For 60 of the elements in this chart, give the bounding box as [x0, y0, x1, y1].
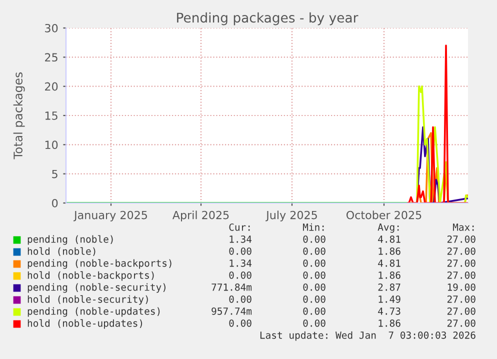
text: 0.00	[229, 271, 252, 279]
legend-label: pending (noble)	[28, 235, 113, 245]
text: 1.86	[378, 271, 400, 279]
x-tick-label: July 2025	[266, 210, 317, 222]
legend-label: hold (noble-updates)	[28, 319, 142, 329]
text: 27.00	[447, 271, 476, 279]
legend-label: hold (noble)	[28, 247, 96, 256]
text: 0.00	[229, 247, 252, 255]
text: 0.00	[303, 307, 326, 315]
y-tick-label: 15	[45, 112, 58, 120]
text: 957.74m	[212, 307, 252, 315]
text: Max:	[452, 224, 474, 231]
legend-label: hold (noble-backports)	[28, 271, 154, 281]
text: Avg:	[378, 224, 399, 233]
text: 0.00	[229, 319, 252, 327]
y-tick-label: 25	[45, 53, 58, 62]
text: 1.34	[230, 259, 252, 267]
line-series	[407, 44, 468, 203]
chart-title: Pending packages - by year	[177, 12, 358, 26]
text: 1.34	[230, 235, 252, 243]
y-tick-label: 0	[52, 198, 58, 208]
text: 1.86	[378, 247, 400, 255]
text: Cur:	[229, 223, 250, 231]
line-series	[407, 85, 468, 203]
x-tick-label: October 2025	[346, 210, 422, 220]
text: 0.00	[303, 319, 326, 327]
text: 4.73	[378, 307, 400, 315]
text: 27.00	[447, 295, 476, 303]
legend-label: pending (noble-security)	[28, 283, 166, 293]
text: 27.00	[447, 247, 476, 255]
y-tick-label: 20	[45, 82, 58, 91]
text: 27.00	[447, 235, 476, 243]
text: 2.87	[378, 283, 400, 291]
text: Last update: Wed Jan 7 03:00:03 2026	[260, 331, 476, 341]
text: 0.00	[303, 271, 326, 279]
y-tick-label: 30	[45, 24, 58, 32]
text: 0.00	[303, 295, 326, 303]
text: 27.00	[447, 259, 476, 267]
x-tick-label: January 2025	[73, 210, 147, 222]
text: 27.00	[447, 319, 476, 327]
legend-label: pending (noble-updates)	[28, 307, 160, 317]
text: 4.81	[378, 259, 400, 267]
text: 771.84m	[212, 283, 252, 291]
text: 0.00	[303, 283, 326, 291]
legend-label: pending (noble-backports)	[28, 259, 172, 269]
text: 0.00	[303, 247, 326, 255]
text: 0.00	[303, 259, 326, 267]
text: 27.00	[447, 307, 476, 315]
text: 1.49	[378, 295, 400, 303]
text: 19.00	[448, 283, 476, 291]
text: 4.81	[378, 235, 400, 243]
text: Min:	[302, 223, 324, 231]
text: 0.00	[229, 295, 252, 303]
y-axis-title: Total packages	[13, 72, 25, 160]
y-tick-label: 10	[45, 140, 58, 150]
text: 0.00	[303, 235, 326, 243]
y-tick-label: 5	[52, 170, 58, 178]
text: 1.86	[378, 319, 400, 327]
x-tick-label: April 2025	[172, 210, 229, 222]
legend-label: hold (noble-security)	[28, 295, 148, 305]
